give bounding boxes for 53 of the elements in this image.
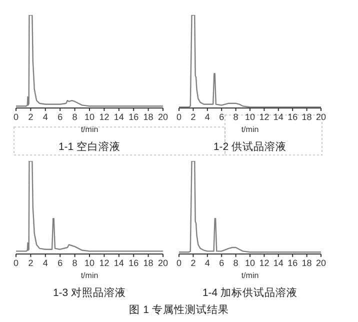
text: 1-3 对照品溶液: [52, 286, 126, 299]
x-axis-title: t/min: [241, 271, 259, 280]
x-axis-title: t/min: [80, 271, 98, 280]
x-tick-label: 8: [233, 258, 238, 268]
x-tick-label: 6: [219, 112, 224, 122]
x-tick-label: 14: [114, 258, 124, 268]
x-tick-label: 0: [176, 258, 182, 268]
x-tick-label: 16: [128, 258, 139, 268]
x-tick-label: 12: [99, 112, 110, 122]
x-tick-label: 16: [288, 112, 298, 122]
x-tick-label: 10: [84, 112, 95, 122]
x-tick-label: 20: [158, 258, 168, 268]
x-tick-label: 16: [288, 258, 298, 268]
text: 1-2 供试品溶液: [213, 140, 287, 153]
text: 1-4 加标供试品溶液: [202, 286, 298, 299]
x-tick-label: 14: [273, 112, 284, 122]
x-axis-title: t/min: [80, 125, 98, 134]
x-tick-label: 20: [316, 258, 326, 268]
x-tick-label: 2: [28, 258, 34, 268]
x-tick-label: 6: [219, 258, 224, 268]
x-tick-label: 0: [176, 112, 182, 122]
x-tick-label: 4: [42, 112, 48, 122]
x-tick-label: 18: [302, 112, 312, 122]
x-tick-label: 10: [244, 258, 256, 268]
x-tick-label: 2: [190, 258, 196, 268]
x-tick-label: 2: [28, 112, 34, 122]
x-tick-label: 0: [13, 258, 19, 268]
x-tick-label: 18: [143, 258, 154, 268]
x-tick-label: 18: [302, 258, 312, 268]
x-tick-label: 12: [259, 112, 270, 122]
x-tick-label: 20: [316, 112, 326, 122]
x-tick-label: 14: [273, 258, 284, 268]
x-tick-label: 6: [58, 112, 63, 122]
text: 1-1 空白溶液: [58, 140, 121, 153]
x-tick-label: 10: [84, 258, 95, 268]
x-tick-label: 14: [114, 112, 124, 122]
x-tick-label: 8: [72, 258, 78, 268]
x-tick-label: 16: [128, 112, 139, 122]
x-tick-label: 12: [259, 258, 270, 268]
x-tick-label: 6: [58, 258, 63, 268]
x-tick-label: 20: [158, 112, 168, 122]
x-tick-label: 10: [244, 112, 256, 122]
x-tick-label: 8: [72, 112, 78, 122]
x-tick-label: 18: [143, 112, 154, 122]
x-tick-label: 2: [190, 112, 196, 122]
x-tick-label: 4: [204, 112, 210, 122]
x-tick-label: 12: [99, 258, 110, 268]
x-tick-label: 4: [42, 258, 48, 268]
x-tick-label: 8: [233, 112, 238, 122]
x-tick-label: 4: [204, 258, 210, 268]
caption: 图 1 专属性测试结果: [129, 303, 229, 316]
x-tick-label: 0: [13, 112, 19, 122]
x-axis-title: t/min: [241, 125, 259, 134]
